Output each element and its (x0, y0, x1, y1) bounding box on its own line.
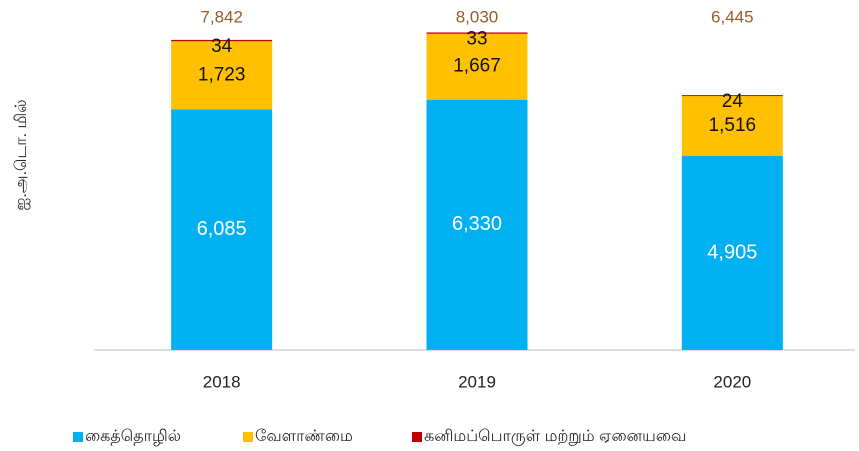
y-axis-label: ஐ.அ.டொ. மில் (13, 100, 30, 211)
data-label: 24 (722, 91, 744, 112)
x-tick-label: 2019 (458, 372, 496, 391)
data-label: 34 (211, 36, 233, 57)
data-label: 1,723 (198, 64, 246, 85)
legend-swatch (73, 432, 83, 442)
bar-segment (426, 99, 528, 350)
bar-segment (426, 32, 528, 34)
legend-label: கனிமப்பொருள் மற்றும் ஏனையவை (424, 428, 686, 446)
total-label: 8,030 (456, 7, 499, 26)
data-label: 6,085 (197, 218, 247, 240)
legend-swatch (243, 432, 253, 442)
x-tick-label: 2018 (203, 372, 241, 391)
total-label: 6,445 (711, 7, 754, 26)
legend-label: கைத்தொழில் (85, 428, 181, 445)
bar-segment (426, 33, 528, 100)
data-label: 1,516 (709, 115, 757, 136)
bar-segment (171, 39, 273, 42)
bar-segment (681, 96, 783, 157)
bar-segment (171, 41, 273, 110)
legend-label: வேளாண்மை (255, 428, 353, 445)
data-label: 33 (466, 28, 487, 49)
data-label: 4,905 (707, 241, 757, 263)
bar-segment (681, 95, 783, 97)
x-tick-label: 2020 (713, 372, 751, 391)
data-label: 1,667 (453, 56, 501, 77)
data-label: 6,330 (452, 213, 502, 235)
legend-swatch (412, 432, 422, 442)
total-label: 7,842 (200, 7, 243, 26)
bar-segment (171, 109, 273, 350)
bar-segment (681, 156, 783, 350)
